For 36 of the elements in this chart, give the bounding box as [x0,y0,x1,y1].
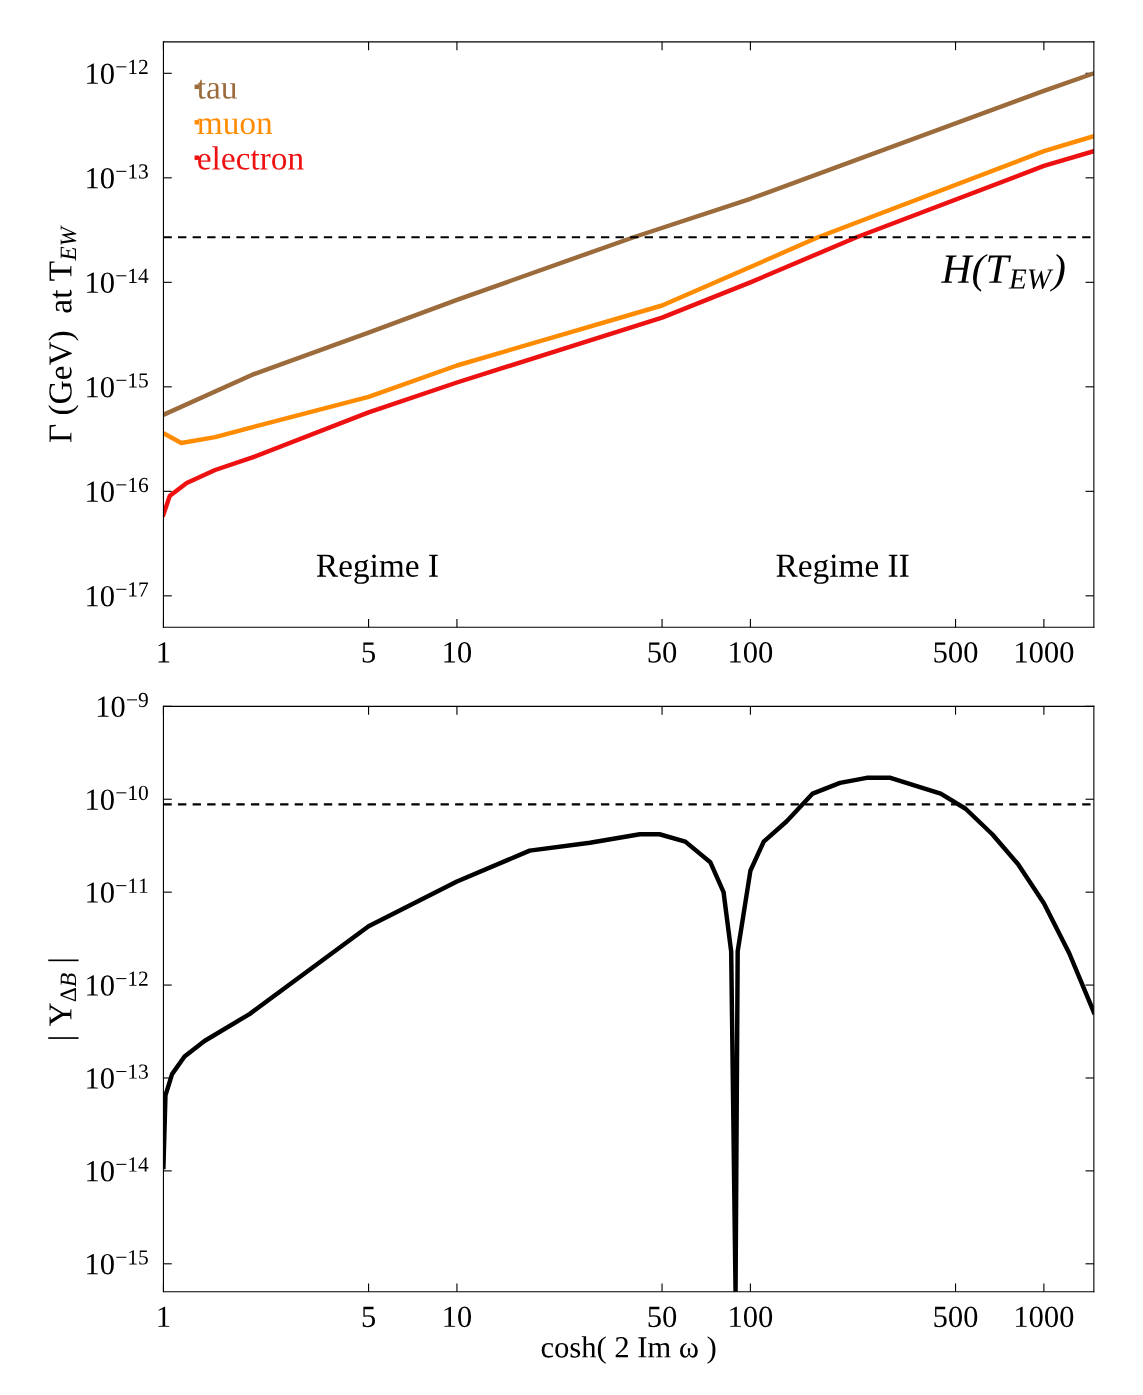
legend-label: tau [197,79,237,99]
x-tick-label: 10 [444,642,472,663]
annotation: Regime II [776,554,909,584]
x-tick-label: 500 [934,642,978,663]
x-tick-label: 5 [362,1306,376,1328]
y-tick-label: 10$^{−9}$ [97,692,148,718]
y-tick-label: 10$^{−14}$ [87,268,149,294]
y-tick-label: 10$^{−13}$ [87,164,148,189]
annotation: Regime I [316,554,438,584]
y-tick-label: 10$^{−15}$ [87,1250,148,1275]
y-tick-label: 10$^{−12}$ [87,971,148,996]
y-tick-label: 10$^{−15}$ [87,373,148,398]
y-axis-title: | Y$_{ΔB}$ | [48,959,79,1039]
x-tick-label: 50 [648,642,677,663]
x-tick-label: 10 [444,1306,472,1328]
x-tick-label: 1000 [1016,1306,1074,1328]
x-axis-title: cosh( 2 Im ω ) [541,1336,716,1364]
y-tick-label: 10$^{−13}$ [87,1064,148,1089]
x-tick-label: 1 [158,1306,170,1327]
x-tick-label: 100 [730,642,773,663]
ref-line-label: H(T$_{EW}$) [941,253,1065,292]
legend-label: muon [197,118,273,135]
legend-label: electron [198,146,304,170]
x-tick-label: 5 [362,642,376,663]
x-tick-label: 100 [730,1306,773,1328]
y-tick-label: 10$^{−16}$ [87,477,149,503]
y-tick-label: 10$^{−17}$ [87,582,149,607]
x-tick-label: 1000 [1016,642,1074,663]
y-tick-label: 10$^{−14}$ [87,1157,149,1182]
y-axis-title: Γ (GeV) at T$_{EW}$ [48,225,79,443]
x-tick-label: 500 [934,1306,978,1328]
x-tick-label: 50 [648,1306,677,1328]
x-tick-label: 1 [158,642,170,663]
y-tick-label: 10$^{−12}$ [87,59,148,85]
y-tick-label: 10$^{−11}$ [87,878,148,903]
y-tick-label: 10$^{−10}$ [87,785,148,811]
